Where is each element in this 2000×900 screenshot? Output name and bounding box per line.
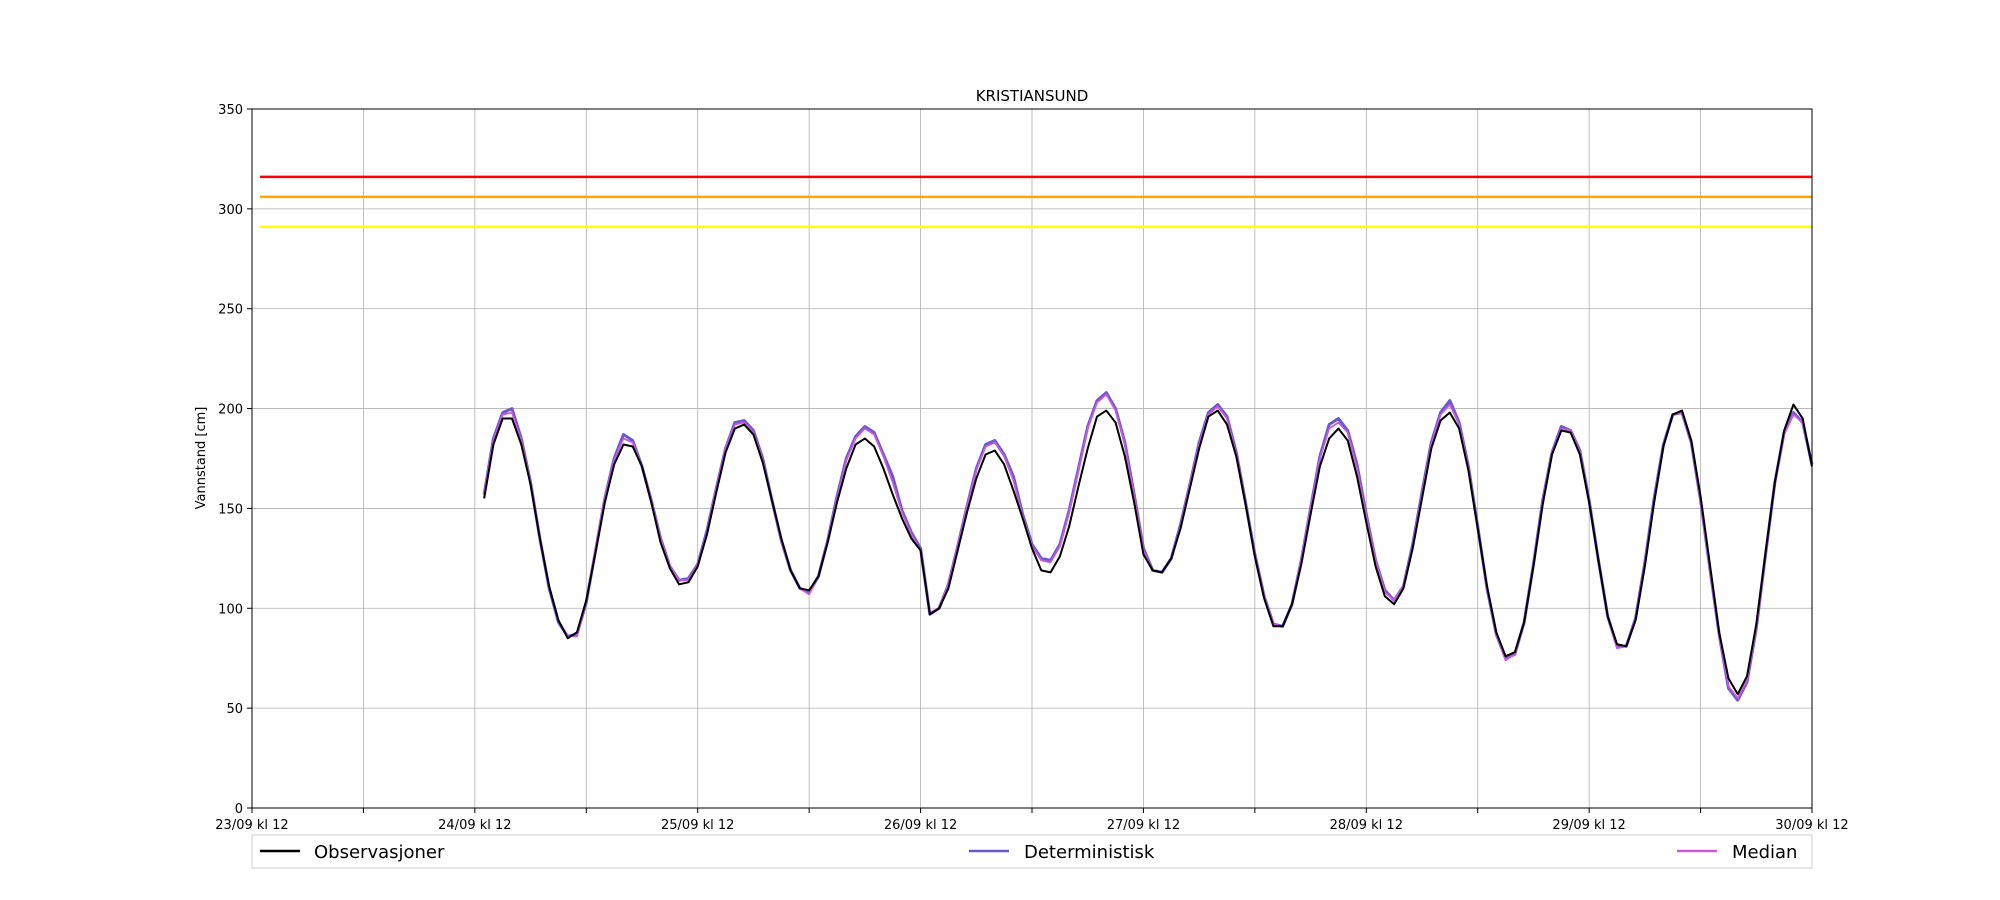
plot-area: [251, 108, 1814, 809]
x-tick-label: 26/09 kl 12: [884, 818, 957, 833]
x-tick-label: 28/09 kl 12: [1330, 818, 1403, 833]
legend: Observasjoner Deterministisk Median: [251, 834, 1813, 869]
y-tick-label: 50: [226, 702, 243, 717]
x-tick-label: 24/09 kl 12: [438, 818, 511, 833]
y-tick-label: 350: [218, 103, 243, 118]
legend-box: [251, 834, 1813, 869]
series-lines: [482, 391, 1814, 702]
y-axis-label: Vannstand [cm]: [194, 407, 209, 510]
threshold-lines: [260, 175, 1812, 229]
series-line-observasjoner: [483, 403, 1813, 696]
chart-title: KRISTIANSUND: [976, 87, 1089, 105]
y-tick-label: 100: [218, 602, 243, 617]
x-tick-label: 29/09 kl 12: [1552, 818, 1625, 833]
legend-label: Median: [1732, 842, 1797, 863]
x-axis: 23/09 kl 12 24/09 kl 12 25/09 kl 12 26/09 k…: [215, 808, 1849, 833]
y-tick-label: 300: [218, 203, 243, 218]
y-tick-label: 250: [218, 303, 243, 318]
x-tick-label: 25/09 kl 12: [661, 818, 734, 833]
x-tick-label: 30/09 kl 12: [1775, 818, 1848, 833]
y-tick-label: 0: [235, 802, 243, 817]
x-tick-label: 27/09 kl 12: [1107, 818, 1180, 833]
y-axis: 0 50 100 150 200 250 300 350: [218, 103, 252, 817]
y-tick-label: 150: [218, 502, 243, 517]
legend-label: Deterministisk: [1024, 842, 1155, 863]
y-tick-label: 200: [218, 403, 243, 418]
x-tick-label: 23/09 kl 12: [215, 818, 288, 833]
legend-label: Observasjoner: [314, 842, 445, 863]
